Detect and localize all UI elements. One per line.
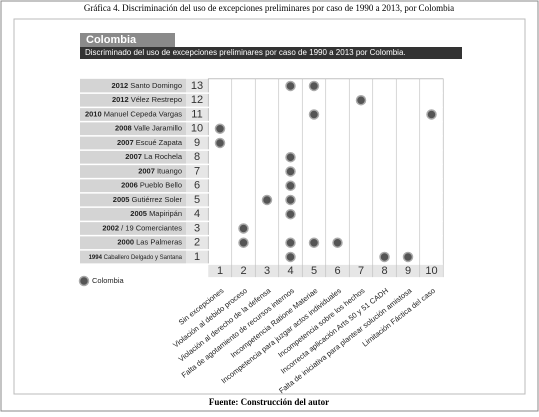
y-tick-label: 13 — [191, 80, 203, 92]
y-tick-label: 5 — [194, 194, 200, 206]
x-tick-label: 10 — [425, 265, 437, 277]
legend-marker — [78, 275, 90, 287]
row-case: Escué Zapata — [136, 138, 183, 147]
y-tick-label: 12 — [191, 94, 203, 106]
point — [214, 137, 226, 149]
point — [238, 223, 249, 234]
source: Fuente: Construcción del autor — [209, 397, 329, 407]
y-tick-label: 11 — [191, 108, 202, 120]
point — [261, 194, 273, 206]
row-year: 2006 — [121, 181, 138, 190]
point — [285, 151, 296, 163]
row-year: 2007 — [138, 166, 155, 175]
point — [285, 208, 296, 220]
row-case: Santo Domingo — [130, 81, 182, 90]
row-number-area — [186, 78, 209, 265]
y-tick-label: 1 — [194, 251, 200, 263]
row-label: 2002 / 19 Comerciantes — [102, 223, 182, 232]
x-tick-label: 3 — [264, 265, 270, 277]
y-tick-label: 9 — [194, 137, 200, 149]
row-year: 2012 — [112, 95, 129, 104]
row-label: 2000 Las Palmeras — [117, 238, 182, 247]
row-label: 2005 Gutiérrez Soler — [113, 195, 183, 204]
legend-label: Colombia — [92, 276, 125, 285]
y-tick-label: 2 — [194, 237, 200, 249]
row-year: 2005 — [113, 195, 130, 204]
x-tick-label: 2 — [240, 265, 246, 277]
point — [285, 194, 296, 206]
row-label: 2012 Santo Domingo — [112, 81, 182, 90]
row-label: 1994 Caballero Delgado y Santana — [89, 255, 183, 261]
row-case: Las Palmeras — [136, 238, 182, 247]
row-year: 2007 — [125, 152, 142, 161]
row-year: 1994 — [89, 255, 103, 261]
point — [426, 109, 437, 120]
x-tick-label: 9 — [405, 265, 411, 277]
caption: Gráfica 4. Discriminación del uso de exc… — [84, 3, 454, 13]
x-tick-label: 1 — [217, 265, 223, 277]
row-label: 2007 Ituango — [138, 166, 182, 175]
point — [214, 123, 226, 134]
x-tick-label: 5 — [311, 265, 317, 277]
row-label: 2007 Escué Zapata — [117, 138, 183, 147]
point — [379, 251, 390, 263]
row-case: Valle Jaramillo — [134, 124, 182, 133]
row-year: 2012 — [112, 81, 129, 90]
y-tick-label: 8 — [194, 151, 200, 163]
row-label: 2012 Vélez Restrepo — [112, 95, 182, 104]
figure-frame — [13, 18, 526, 395]
point — [285, 180, 296, 191]
row-case: Manuel Cepeda Vargas — [104, 109, 182, 118]
point — [308, 80, 320, 92]
point — [402, 251, 414, 263]
point — [308, 109, 320, 120]
row-year: 2007 — [117, 138, 134, 147]
x-tick-label: 8 — [381, 265, 387, 277]
point — [285, 251, 296, 263]
x-tick-label: 4 — [287, 265, 293, 277]
row-year: 2005 — [130, 209, 147, 218]
row-case: / 19 Comerciantes — [121, 223, 182, 232]
point — [285, 166, 296, 177]
row-case: Vélez Restrepo — [131, 95, 182, 104]
row-label: 2010 Manuel Cepeda Vargas — [85, 109, 182, 118]
chart-title: Colombia — [86, 34, 137, 46]
point — [285, 80, 296, 92]
y-tick-label: 6 — [194, 180, 200, 192]
row-label: 2007 La Rochela — [125, 152, 183, 161]
y-tick-label: 3 — [194, 222, 200, 234]
row-label: 2008 Valle Jaramillo — [115, 124, 182, 133]
row-case: Gutiérrez Soler — [132, 195, 183, 204]
point — [308, 237, 320, 248]
point — [285, 237, 296, 248]
row-label-area — [80, 78, 186, 265]
point — [238, 237, 249, 248]
title-box — [80, 33, 175, 47]
row-year: 2000 — [117, 238, 134, 247]
row-year: 2008 — [115, 124, 132, 133]
x-tick-label: 7 — [358, 265, 364, 277]
point — [355, 94, 367, 106]
point — [332, 237, 343, 248]
row-label: 2005 Mapiripán — [130, 209, 182, 218]
row-label: 2006 Pueblo Bello — [121, 181, 182, 190]
chart-subtitle: Discriminado del uso de excepciones prel… — [85, 48, 406, 57]
row-case: Mapiripán — [149, 209, 182, 218]
row-case: Pueblo Bello — [140, 181, 182, 190]
y-tick-label: 10 — [191, 123, 203, 135]
row-year: 2010 — [85, 109, 102, 118]
row-case: Ituango — [157, 166, 182, 175]
y-tick-label: 4 — [194, 208, 200, 220]
row-year: 2002 — [102, 223, 119, 232]
row-case: Caballero Delgado y Santana — [104, 255, 183, 261]
subtitle-box — [80, 47, 462, 59]
row-case: La Rochela — [144, 152, 183, 161]
x-tick-label: 6 — [334, 265, 340, 277]
y-tick-label: 7 — [194, 165, 200, 177]
